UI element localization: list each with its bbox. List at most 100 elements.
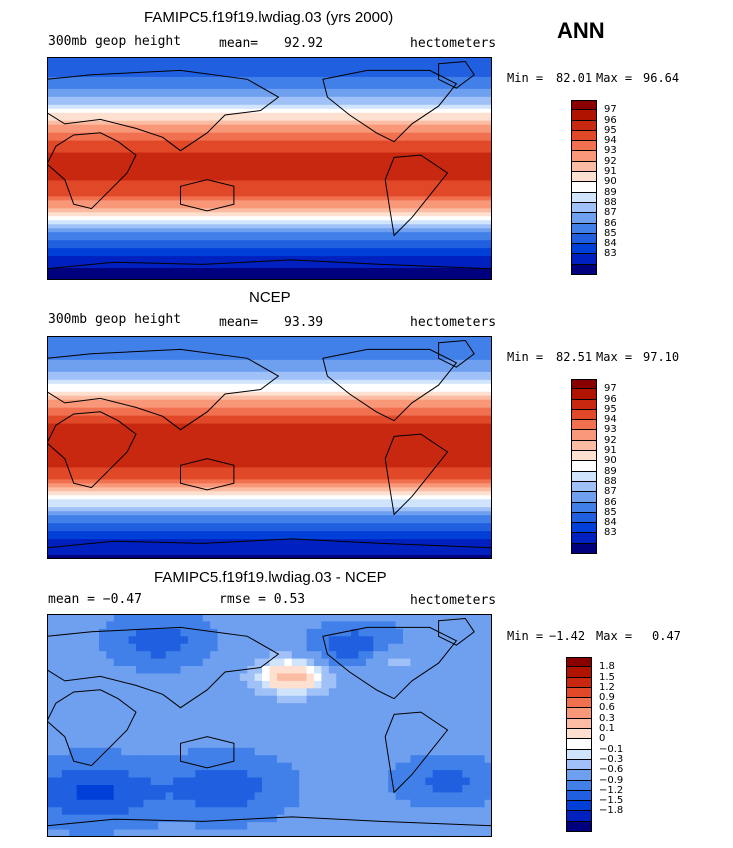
panel3-cell (269, 636, 278, 645)
panel3-cell (432, 710, 441, 719)
panel3-cell (276, 770, 285, 779)
panel3-cell (314, 636, 323, 645)
panel3-cell (328, 718, 337, 727)
panel3-cell (373, 792, 382, 801)
panel3-cell (365, 784, 374, 793)
panel3-cell (477, 688, 486, 697)
panel3-cell (269, 621, 278, 630)
panel3-cell (469, 666, 478, 675)
panel3-cell (343, 643, 352, 652)
panel3-cell (440, 807, 449, 816)
panel1-band (47, 240, 492, 245)
panel3-cell (276, 792, 285, 801)
panel3-cell (262, 784, 271, 793)
panel3-cell (61, 703, 70, 712)
panel3-cell (143, 666, 152, 675)
panel3-cell (365, 740, 374, 749)
panel3-cell (69, 792, 78, 801)
panel3-cell (484, 688, 492, 697)
panel3-cell (195, 688, 204, 697)
panel3-cell (247, 673, 256, 682)
panel3-cell (69, 807, 78, 816)
panel3-cell (128, 784, 137, 793)
panel3-cell (254, 732, 263, 741)
panel3-cell (69, 814, 78, 823)
panel3-cell (84, 822, 93, 831)
panel3-cell (395, 673, 404, 682)
panel3-cell (395, 710, 404, 719)
panel3-cell (299, 777, 308, 786)
panel3-cell (432, 688, 441, 697)
panel3-cell (462, 814, 471, 823)
panel3-cell (106, 628, 115, 637)
panel3-cell (358, 799, 367, 808)
panel3-cell (195, 680, 204, 689)
panel3-cell (276, 673, 285, 682)
panel1-band (47, 184, 492, 190)
panel3-cell (410, 673, 419, 682)
panel3-colorbar-swatch (566, 687, 592, 699)
panel3-cell (425, 673, 434, 682)
panel1-band (47, 192, 492, 197)
panel3-cell (276, 614, 285, 623)
panel3-cell (195, 762, 204, 771)
panel3-cell (61, 614, 70, 623)
season-label: ANN (557, 18, 605, 43)
panel3-cell (269, 732, 278, 741)
panel3-cell (328, 740, 337, 749)
panel3-cell (388, 755, 397, 764)
panel3-cell (284, 725, 293, 734)
panel3-cell (187, 740, 196, 749)
panel3-cell (336, 770, 345, 779)
panel3-cell (98, 614, 107, 623)
panel3-cell (54, 666, 63, 675)
panel3-cell (469, 643, 478, 652)
panel3-cell (202, 807, 211, 816)
panel3-cell (98, 621, 107, 630)
panel3-cell (98, 814, 107, 823)
panel3-cell (113, 621, 122, 630)
panel3-cell (432, 747, 441, 756)
panel3-cell (269, 822, 278, 831)
panel3-cell (299, 718, 308, 727)
panel3-cell (410, 658, 419, 667)
panel3-cell (469, 658, 478, 667)
panel3-cell (299, 666, 308, 675)
panel3-cell (477, 807, 486, 816)
panel3-cell (158, 695, 167, 704)
panel3-cell (447, 658, 456, 667)
panel3-cell (454, 784, 463, 793)
panel3-cell (247, 688, 256, 697)
panel3-cell (403, 643, 412, 652)
panel3-mean: mean = −0.47 (48, 592, 142, 607)
panel3-cell (432, 829, 441, 837)
panel1-band (47, 264, 492, 269)
panel3-cell (291, 814, 300, 823)
panel3-cell (454, 792, 463, 801)
panel3-cell (165, 807, 174, 816)
panel3-cell (403, 740, 412, 749)
panel3-cell (462, 784, 471, 793)
panel2-band (47, 367, 492, 373)
panel3-cell (328, 829, 337, 837)
panel3-cell (380, 688, 389, 697)
panel1-band (47, 276, 492, 280)
panel3-cell (269, 614, 278, 623)
panel3-colorbar-tick-label: 0.6 (599, 702, 615, 714)
panel3-cell (299, 829, 308, 837)
panel3-cell (121, 628, 130, 637)
panel3-cell (328, 777, 337, 786)
panel3-cell (202, 740, 211, 749)
panel3-cell (380, 695, 389, 704)
panel3-cell (365, 725, 374, 734)
panel3-cell (173, 718, 182, 727)
panel3-cell (91, 628, 100, 637)
panel3-cell (106, 695, 115, 704)
panel3-cell (106, 658, 115, 667)
panel3-cell (180, 621, 189, 630)
panel3-cell (106, 703, 115, 712)
panel3-cell (388, 740, 397, 749)
panel3-cell (121, 651, 130, 660)
panel3-cell (447, 777, 456, 786)
panel3-cell (187, 718, 196, 727)
